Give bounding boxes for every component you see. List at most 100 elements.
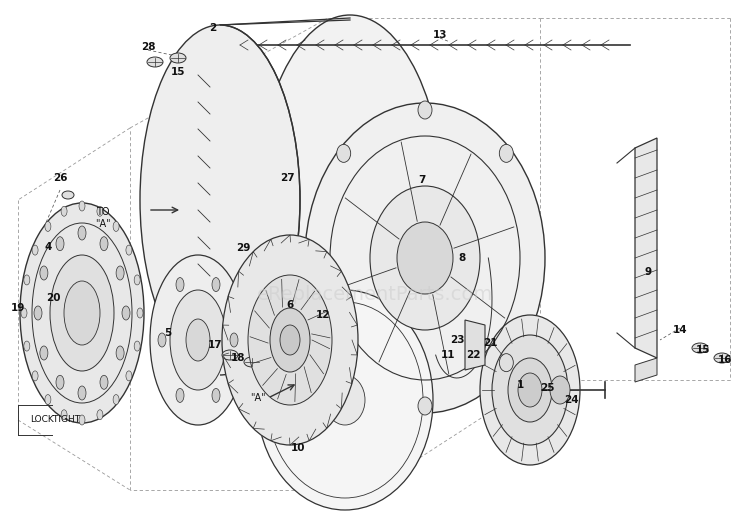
Ellipse shape xyxy=(100,375,108,389)
Text: 9: 9 xyxy=(644,267,652,277)
Ellipse shape xyxy=(170,53,186,63)
Ellipse shape xyxy=(500,354,513,372)
Ellipse shape xyxy=(32,245,38,255)
Text: 29: 29 xyxy=(236,243,250,253)
Ellipse shape xyxy=(137,308,143,318)
Text: 18: 18 xyxy=(231,353,245,363)
Ellipse shape xyxy=(140,25,300,375)
Text: 24: 24 xyxy=(564,395,578,405)
Ellipse shape xyxy=(176,388,184,402)
Text: 27: 27 xyxy=(280,173,294,183)
Ellipse shape xyxy=(176,278,184,291)
Text: 20: 20 xyxy=(46,293,60,303)
Text: 16: 16 xyxy=(718,355,732,365)
Ellipse shape xyxy=(270,308,310,372)
Ellipse shape xyxy=(147,57,163,67)
Ellipse shape xyxy=(134,341,140,351)
Ellipse shape xyxy=(56,237,64,251)
Ellipse shape xyxy=(61,206,67,216)
Ellipse shape xyxy=(24,341,30,351)
Ellipse shape xyxy=(255,15,445,415)
Ellipse shape xyxy=(508,358,552,422)
Ellipse shape xyxy=(64,281,100,345)
Ellipse shape xyxy=(222,235,358,445)
Text: 26: 26 xyxy=(53,173,68,183)
Ellipse shape xyxy=(126,245,132,255)
Ellipse shape xyxy=(212,278,220,291)
Text: eReplacementParts.com: eReplacementParts.com xyxy=(256,285,494,304)
Ellipse shape xyxy=(518,373,542,407)
Ellipse shape xyxy=(222,350,238,360)
Ellipse shape xyxy=(212,388,220,402)
Text: 15: 15 xyxy=(171,67,185,77)
Ellipse shape xyxy=(56,375,64,389)
Text: 14: 14 xyxy=(673,325,687,335)
Ellipse shape xyxy=(24,275,30,285)
Text: 19: 19 xyxy=(10,303,26,313)
Ellipse shape xyxy=(100,237,108,251)
Text: 8: 8 xyxy=(458,253,466,263)
Ellipse shape xyxy=(170,290,226,390)
Ellipse shape xyxy=(158,333,166,347)
Ellipse shape xyxy=(550,376,570,404)
Text: 23: 23 xyxy=(450,335,464,345)
Text: 2: 2 xyxy=(209,23,217,33)
Ellipse shape xyxy=(79,201,85,211)
Text: "A": "A" xyxy=(251,393,266,403)
Ellipse shape xyxy=(230,333,238,347)
Polygon shape xyxy=(635,138,657,358)
Ellipse shape xyxy=(244,357,260,367)
Ellipse shape xyxy=(78,226,86,240)
Polygon shape xyxy=(635,358,657,382)
Ellipse shape xyxy=(45,394,51,405)
Text: 25: 25 xyxy=(540,383,554,393)
Ellipse shape xyxy=(126,371,132,381)
Ellipse shape xyxy=(134,275,140,285)
Ellipse shape xyxy=(32,371,38,381)
Ellipse shape xyxy=(305,103,545,413)
Ellipse shape xyxy=(325,375,365,425)
Text: 28: 28 xyxy=(141,42,155,52)
Text: 10: 10 xyxy=(291,443,305,453)
Ellipse shape xyxy=(116,346,124,360)
Ellipse shape xyxy=(122,306,130,320)
Text: 22: 22 xyxy=(466,350,480,360)
Ellipse shape xyxy=(20,203,144,423)
Text: 1: 1 xyxy=(516,380,524,390)
Text: LOCKTIGHT: LOCKTIGHT xyxy=(30,416,80,424)
Text: 5: 5 xyxy=(164,328,172,338)
Ellipse shape xyxy=(21,308,27,318)
Ellipse shape xyxy=(500,144,513,162)
Text: 17: 17 xyxy=(208,340,222,350)
Text: 21: 21 xyxy=(483,338,497,348)
Ellipse shape xyxy=(40,266,48,280)
Ellipse shape xyxy=(113,221,119,231)
Ellipse shape xyxy=(397,222,453,294)
Text: 15: 15 xyxy=(696,345,710,355)
Text: 11: 11 xyxy=(441,350,455,360)
Text: 7: 7 xyxy=(419,175,426,185)
Ellipse shape xyxy=(714,353,730,363)
Ellipse shape xyxy=(492,335,568,445)
Ellipse shape xyxy=(248,275,332,405)
Ellipse shape xyxy=(34,306,42,320)
Ellipse shape xyxy=(97,206,103,216)
Text: 13: 13 xyxy=(433,30,447,40)
Ellipse shape xyxy=(113,394,119,405)
Ellipse shape xyxy=(257,290,433,510)
Ellipse shape xyxy=(50,255,114,371)
Ellipse shape xyxy=(116,266,124,280)
Ellipse shape xyxy=(97,410,103,420)
Text: 12: 12 xyxy=(316,310,330,320)
Polygon shape xyxy=(465,320,485,370)
Ellipse shape xyxy=(370,186,480,330)
Ellipse shape xyxy=(150,255,246,425)
Ellipse shape xyxy=(186,319,210,361)
Text: TO
"A": TO "A" xyxy=(95,207,111,229)
Text: 6: 6 xyxy=(286,300,294,310)
Ellipse shape xyxy=(337,144,351,162)
Ellipse shape xyxy=(61,410,67,420)
Text: 4: 4 xyxy=(44,242,52,252)
Ellipse shape xyxy=(337,354,351,372)
Ellipse shape xyxy=(480,315,580,465)
